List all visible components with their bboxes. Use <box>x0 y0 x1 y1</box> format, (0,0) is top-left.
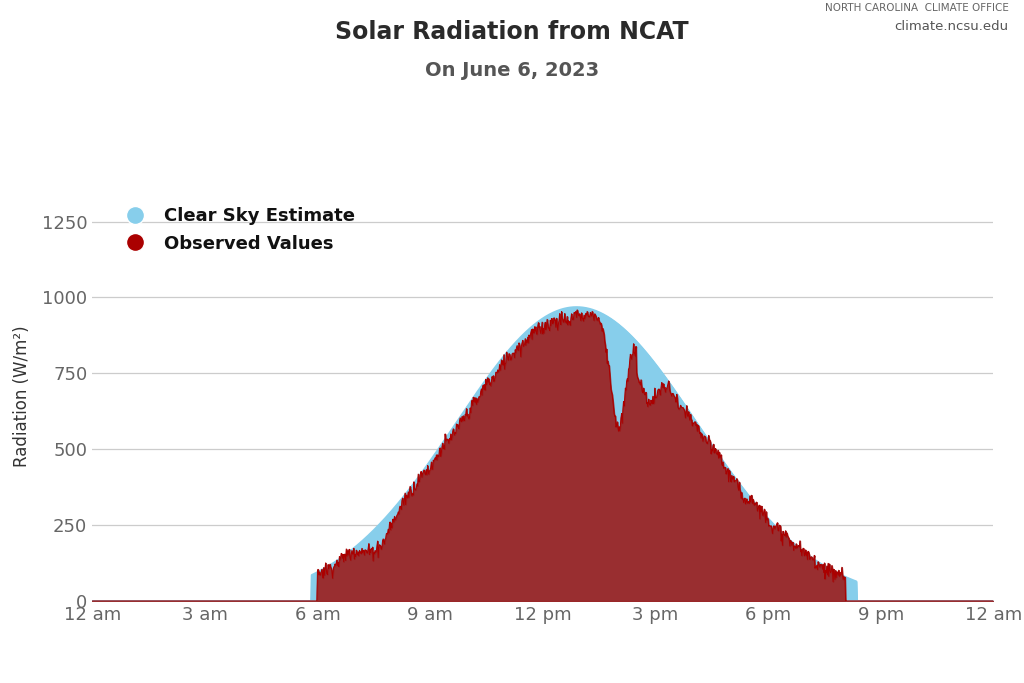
Text: climate.ncsu.edu: climate.ncsu.edu <box>895 20 1009 33</box>
Text: On June 6, 2023: On June 6, 2023 <box>425 61 599 81</box>
Legend: Clear Sky Estimate, Observed Values: Clear Sky Estimate, Observed Values <box>111 200 362 260</box>
Text: NC STATE: NC STATE <box>11 23 106 42</box>
Y-axis label: Radiation (W/m²): Radiation (W/m²) <box>12 325 31 467</box>
Text: Solar Radiation from NCAT: Solar Radiation from NCAT <box>335 20 689 44</box>
Text: NORTH CAROLINA  CLIMATE OFFICE: NORTH CAROLINA CLIMATE OFFICE <box>824 3 1009 14</box>
